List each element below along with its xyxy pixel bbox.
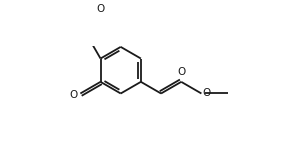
Text: O: O [177,67,185,77]
Text: O: O [70,89,78,100]
Text: O: O [202,88,211,98]
Text: O: O [96,4,105,14]
